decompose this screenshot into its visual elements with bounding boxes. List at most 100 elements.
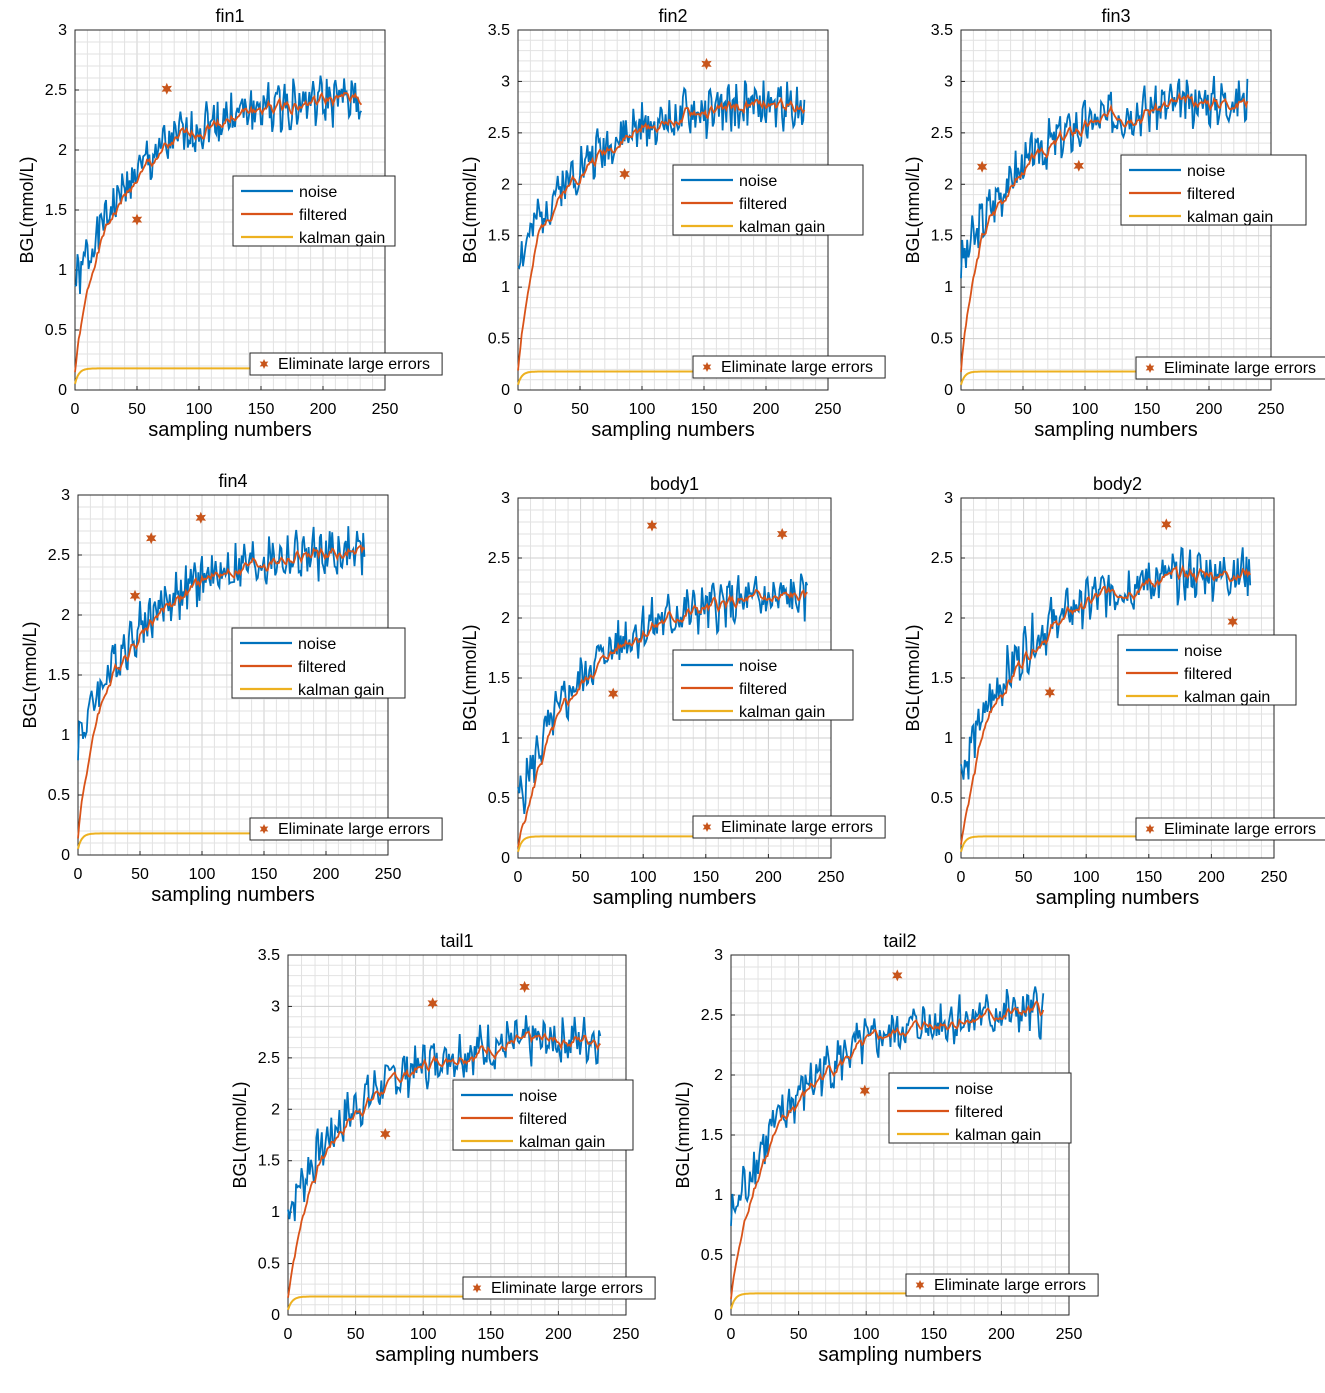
x-tick-label: 0 [284,1326,293,1343]
large-error-marker [129,589,141,602]
chart-svg: 0 50 100 150 200 250 0 0.5 1 1.5 2 2.5 3 fin1 sampling… [17,6,443,441]
large-error-marker [427,997,438,1010]
large-error-marker [1044,686,1056,699]
y-tick-label: 0 [271,1307,280,1324]
x-tick-label: 50 [790,1326,808,1343]
y-tick-label: 1 [501,279,510,296]
y-tick-label: 1.5 [488,670,510,687]
y-tick-label: 2 [714,1067,723,1084]
chart-svg: 0 50 100 150 200 250 0 0.5 1 1.5 2 2.5 3 fin4 sampling… [20,471,443,906]
annotation-label: Eliminate large errors [278,356,430,373]
legend-label: noise [298,636,336,653]
annotation-star-icon [259,359,269,369]
annotation-box [905,1273,1099,1297]
y-tick-label: 0.5 [701,1247,723,1264]
y-tick-label: 2 [271,1101,280,1118]
x-tick-label: 100 [189,866,216,883]
large-error-marker [608,687,619,700]
legend-label: kalman gain [1187,209,1273,226]
y-tick-label: 0 [944,850,953,867]
x-tick-label: 50 [571,401,589,418]
legend-label: noise [1184,643,1222,660]
chart-title: fin4 [218,471,247,491]
noise-series-line [287,1015,602,1222]
legend-box [888,1072,1072,1144]
y-tick-label: 0.5 [45,322,67,339]
y-axis-label: BGL(mmol/L) [230,1081,250,1188]
noise-series-line [960,75,1249,279]
x-axis-label: sampling numbers [1036,887,1199,909]
legend-label: kalman gain [298,682,384,699]
annotation-box [1135,817,1325,841]
x-axis-label: sampling numbers [148,419,311,441]
noise-series-line [730,986,1045,1226]
x-axis-label: sampling numbers [1034,419,1197,441]
x-tick-label: 0 [71,401,80,418]
x-tick-label: 200 [545,1326,572,1343]
annotation-star-icon [1145,824,1155,834]
y-tick-label: 3.5 [488,22,510,39]
chart-svg: 0 50 100 150 200 250 0 0.5 1 1.5 2 2.5 3 body1 samplin… [460,474,886,909]
chart-svg: 0 50 100 150 200 250 0 0.5 1 1.5 2 2.5 3 3.5 fin3 sampl… [903,6,1325,441]
legend-label: filtered [1187,186,1235,203]
x-tick-label: 150 [248,401,275,418]
chart-svg: 0 50 100 150 200 250 0 0.5 1 1.5 2 2.5 3 3.5 fin2 sampl… [460,6,886,441]
large-error-marker [161,82,172,95]
annotation-star-icon [259,824,269,834]
x-tick-label: 150 [1135,869,1162,886]
filtered-series-line [517,96,806,371]
y-tick-label: 3.5 [931,22,953,39]
x-tick-label: 250 [613,1326,640,1343]
x-tick-label: 200 [310,401,337,418]
y-tick-label: 3 [58,22,67,39]
legend-label: filtered [519,1111,567,1128]
legend-label: kalman gain [299,230,385,247]
y-axis-label: BGL(mmol/L) [673,1081,693,1188]
chart-fin3: 0 50 100 150 200 250 0 0.5 1 1.5 2 2.5 3 3.5 fin3 sampl… [886,0,1325,450]
y-tick-label: 3 [944,490,953,507]
noise-series-line [960,546,1252,780]
x-tick-label: 250 [1261,869,1288,886]
annotation-star-icon [702,362,712,372]
large-error-marker [195,511,206,524]
x-tick-label: 200 [313,866,340,883]
large-error-marker [1227,615,1238,628]
noise-series-line [517,80,806,270]
x-tick-label: 150 [692,869,719,886]
y-tick-label: 1.5 [488,228,510,245]
y-axis-label: BGL(mmol/L) [17,156,37,263]
large-error-marker [1073,159,1084,172]
large-error-marker [146,532,157,545]
y-tick-label: 0.5 [931,790,953,807]
x-tick-label: 100 [186,401,213,418]
x-tick-label: 0 [514,401,523,418]
y-tick-label: 1 [271,1204,280,1221]
x-tick-label: 100 [629,401,656,418]
x-tick-label: 0 [957,869,966,886]
y-tick-label: 2 [944,176,953,193]
y-tick-label: 2.5 [488,125,510,142]
y-tick-label: 1 [58,262,67,279]
y-tick-label: 0 [501,382,510,399]
large-error-marker [976,160,988,173]
x-tick-label: 0 [957,401,966,418]
y-tick-label: 2.5 [45,82,67,99]
x-tick-label: 50 [1014,401,1032,418]
y-tick-label: 2.5 [258,1050,280,1067]
annotation-label: Eliminate large errors [934,1277,1086,1294]
y-axis-label: BGL(mmol/L) [460,624,480,731]
chart-fin4: 0 50 100 150 200 250 0 0.5 1 1.5 2 2.5 3 fin4 sampling… [0,465,443,915]
y-tick-label: 3 [501,490,510,507]
annotation-box [249,817,443,841]
x-tick-label: 100 [1072,401,1099,418]
filtered-series-line [517,588,808,848]
annotation-label: Eliminate large errors [278,821,430,838]
chart-fin1: 0 50 100 150 200 250 0 0.5 1 1.5 2 2.5 3 fin1 sampling… [0,0,443,450]
x-axis-label: sampling numbers [818,1344,981,1366]
annotation-label: Eliminate large errors [1164,821,1316,838]
y-tick-label: 0 [58,382,67,399]
x-tick-label: 250 [1056,1326,1083,1343]
legend-box [672,164,864,236]
annotation-label: Eliminate large errors [721,359,873,376]
chart-title: fin2 [658,6,687,26]
